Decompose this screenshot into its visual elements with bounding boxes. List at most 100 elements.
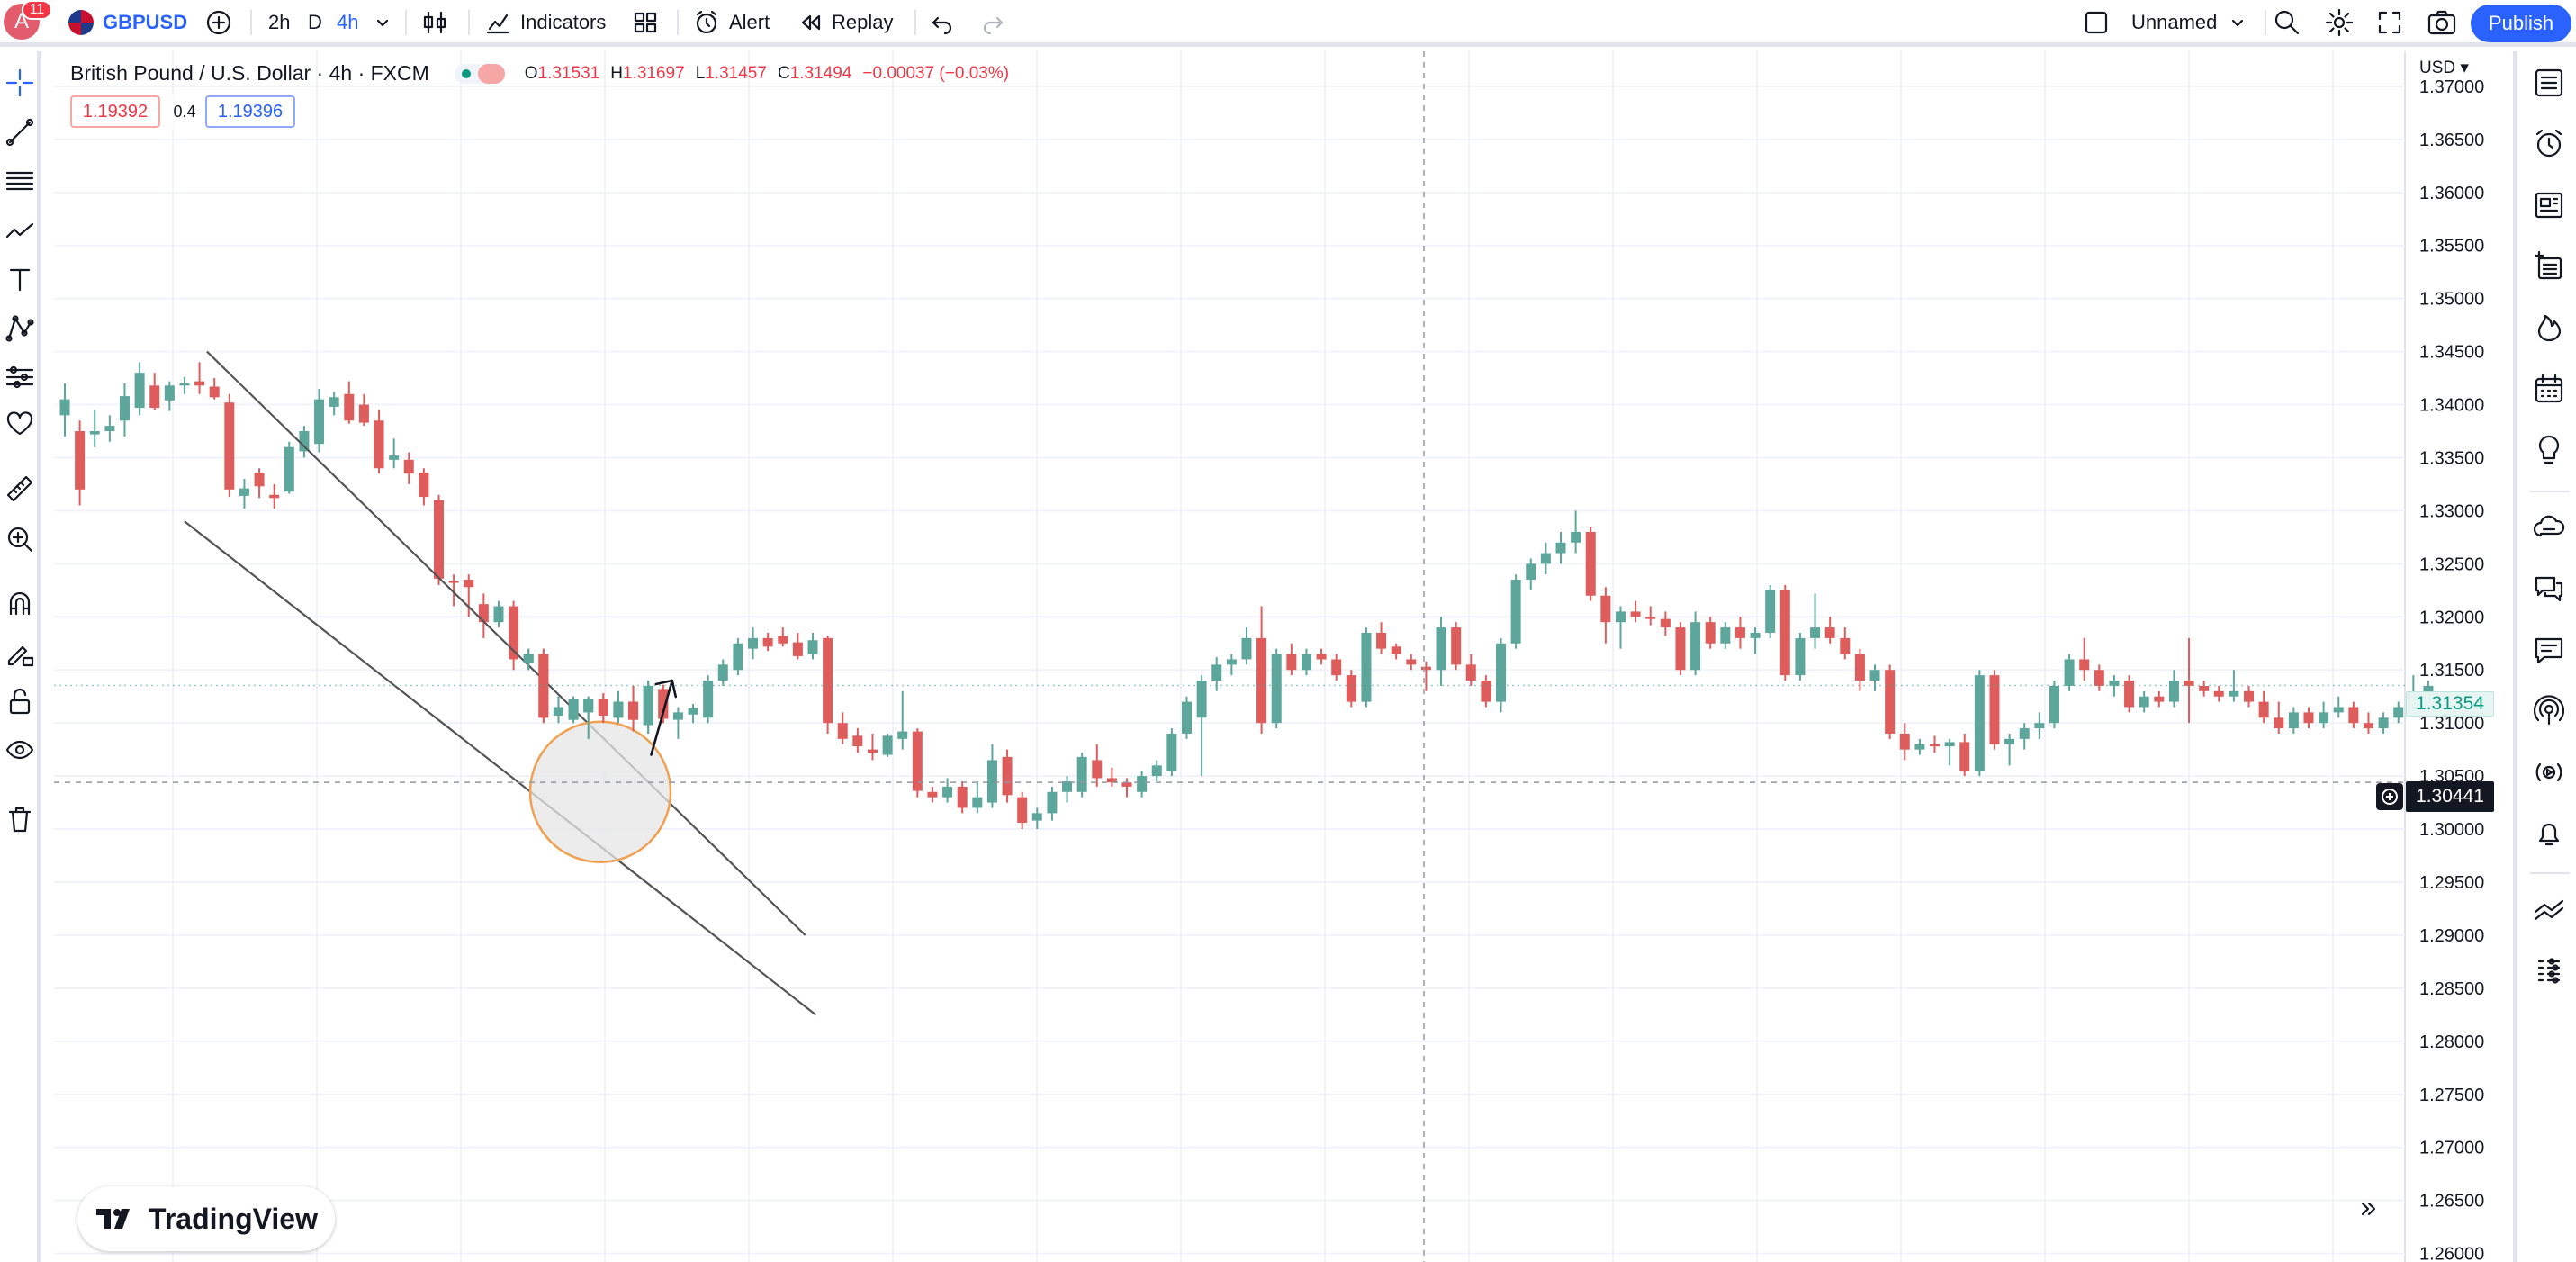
streams-button[interactable] — [2528, 690, 2570, 732]
watchlist-button[interactable] — [2528, 62, 2570, 104]
tradingview-logo[interactable]: TradingView — [77, 1186, 335, 1251]
last-price-label: 1.31354 — [2406, 691, 2494, 717]
layouts-button[interactable] — [632, 0, 659, 45]
candle-body — [434, 500, 444, 579]
candle-body — [1137, 776, 1148, 792]
candle-body — [164, 385, 175, 401]
chart-pane[interactable]: 1.37000 1.36500 1.36000 1.35500 1.35000 1.345… — [54, 51, 2513, 1262]
calendar-icon — [2535, 374, 2563, 403]
alert-button[interactable]: Alert — [693, 0, 770, 45]
trading-panel-button[interactable] — [2528, 888, 2570, 930]
prediction-tool[interactable] — [4, 361, 36, 393]
hide-drawings-tool[interactable] — [4, 734, 36, 766]
measure-tool[interactable] — [4, 473, 36, 505]
layout-save-checkbox[interactable] — [2083, 0, 2110, 45]
buy-price-button[interactable]: 1.19396 — [205, 95, 295, 128]
crosshair-tool[interactable] — [4, 67, 36, 99]
candle-body — [119, 396, 130, 421]
add-alert-plus-button[interactable] — [2376, 783, 2403, 810]
branding-label: TradingView — [149, 1202, 318, 1235]
layout-name-button[interactable]: Unnamed — [2131, 0, 2246, 45]
price-tick-label: 1.34500 — [2419, 343, 2484, 363]
candle-body — [2079, 659, 2090, 671]
pattern-tool[interactable] — [4, 214, 36, 247]
messages-button[interactable] — [2528, 629, 2570, 671]
redo-button[interactable] — [979, 0, 1006, 45]
screener-button[interactable] — [2528, 246, 2570, 287]
candle-body — [1031, 813, 1042, 821]
candle-body — [1540, 553, 1551, 564]
price-tick-label: 1.36500 — [2419, 131, 2484, 150]
candle-body — [823, 637, 833, 724]
candle-body — [2034, 723, 2045, 729]
settings-button[interactable] — [2324, 0, 2355, 45]
fullscreen-button[interactable] — [2376, 0, 2403, 45]
snapshot-button[interactable] — [2427, 0, 2457, 45]
candle-body — [464, 580, 474, 588]
price-tick-label: 1.36000 — [2419, 184, 2484, 203]
trend-line-tool[interactable] — [4, 116, 36, 149]
interval-d[interactable]: D — [308, 11, 322, 33]
compare-symbol-button[interactable] — [205, 0, 232, 45]
ohlc-open: O1.31531 — [524, 63, 600, 83]
price-tick-label: 1.33000 — [2419, 501, 2484, 521]
up-arrow-head — [654, 679, 678, 699]
candle-body — [1151, 765, 1162, 777]
candle-body — [1106, 778, 1117, 783]
stay-in-drawing-mode-tool[interactable] — [4, 637, 36, 670]
interval-4h[interactable]: 4h — [337, 11, 359, 33]
chart-type-button[interactable] — [421, 0, 448, 45]
candle-body — [2229, 690, 2239, 697]
pencil-lock-icon — [7, 645, 34, 667]
candle-body — [1930, 744, 1940, 747]
price-tick-label: 1.34000 — [2419, 396, 2484, 416]
remove-drawings-tool[interactable] — [4, 803, 36, 835]
live-button[interactable] — [2528, 752, 2570, 793]
dom-button[interactable] — [2528, 950, 2570, 991]
publish-button[interactable]: Publish — [2471, 5, 2571, 42]
indicators-button[interactable]: Indicators — [484, 0, 606, 45]
alarm-clock-icon — [2535, 129, 2562, 158]
market-status-indicator[interactable] — [454, 63, 505, 84]
candle-body — [2288, 712, 2299, 729]
xabcd-pattern-tool[interactable] — [4, 312, 36, 345]
zoom-in-tool[interactable] — [4, 523, 36, 555]
scroll-to-realtime-button[interactable] — [2349, 1190, 2387, 1228]
interval-2h[interactable]: 2h — [268, 11, 291, 33]
highlight-circle — [528, 720, 672, 864]
candle-body — [568, 699, 579, 720]
candle-body — [927, 791, 938, 798]
magnet-tool[interactable] — [4, 588, 36, 620]
chats-button[interactable] — [2528, 568, 2570, 609]
symbol-label: GBPUSD — [103, 11, 188, 33]
undo-button[interactable] — [929, 0, 956, 45]
candle-body — [239, 488, 249, 496]
candle-body — [1211, 664, 1222, 681]
replay-button[interactable]: Replay — [797, 0, 893, 45]
currency-selector[interactable]: USD ▾ — [2419, 59, 2469, 77]
lock-drawings-tool[interactable] — [4, 686, 36, 718]
search-button[interactable] — [2272, 0, 2302, 45]
interval-dropdown-button[interactable] — [374, 0, 391, 45]
candle-body — [344, 393, 355, 421]
ohlc-low: L1.31457 — [695, 63, 767, 83]
symbol-search-button[interactable]: GBPUSD — [68, 0, 187, 45]
notifications-button[interactable] — [2528, 813, 2570, 854]
hotlists-button[interactable] — [2528, 307, 2570, 348]
ideas-button[interactable] — [2528, 429, 2570, 471]
favorites-tool[interactable] — [4, 408, 36, 440]
minds-button[interactable] — [2528, 507, 2570, 548]
candle-body — [1810, 627, 1821, 638]
text-tool[interactable] — [4, 264, 36, 296]
price-tick-label: 1.27000 — [2419, 1139, 2484, 1158]
calendar-button[interactable] — [2528, 368, 2570, 410]
alerts-panel-button[interactable] — [2528, 123, 2570, 165]
sell-price-button[interactable]: 1.19392 — [70, 95, 160, 128]
fib-retracement-tool[interactable] — [4, 165, 36, 197]
spread-value: 0.4 — [169, 95, 200, 128]
eye-icon — [5, 740, 34, 760]
news-button[interactable] — [2528, 185, 2570, 226]
candle-body — [2378, 717, 2389, 729]
candle-body — [329, 397, 339, 407]
candle-body — [717, 664, 728, 681]
